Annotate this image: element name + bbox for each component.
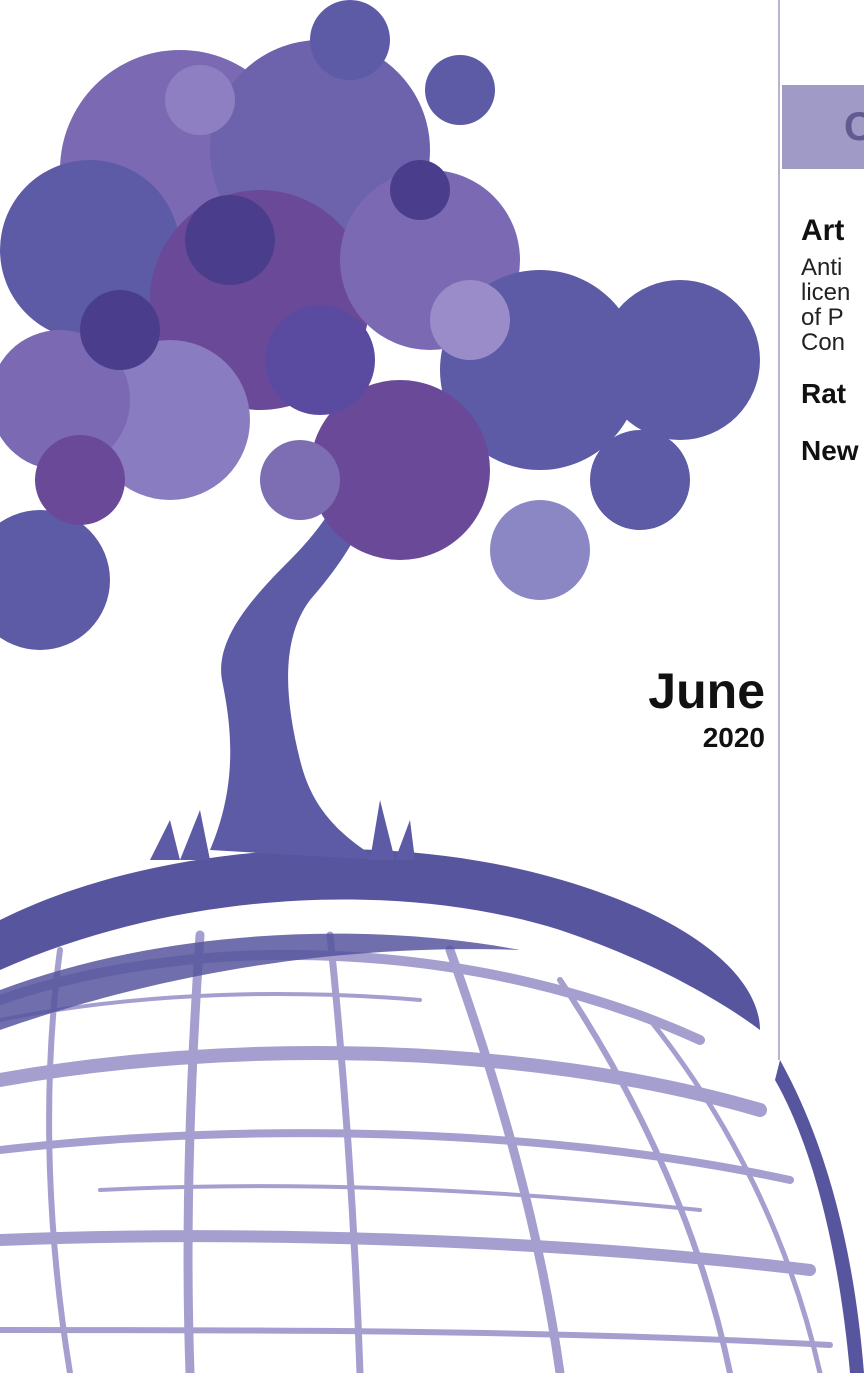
contents-heading: C	[844, 105, 864, 149]
column-divider	[778, 0, 780, 1060]
issue-month: June	[648, 663, 765, 719]
toc-item[interactable]: Art Anti licen of P Con	[801, 214, 864, 355]
toc-desc-line: of P	[801, 304, 844, 331]
toc-item-description: Anti licen of P Con	[801, 255, 864, 355]
tree-trunk	[150, 470, 415, 860]
toc-desc-line: Anti	[801, 254, 843, 281]
issue-year: 2020	[702, 722, 765, 753]
tree-foliage	[0, 0, 760, 650]
toc-item[interactable]: New	[801, 435, 859, 466]
toc-item-title: Art	[801, 214, 845, 247]
globe-grid	[0, 930, 833, 1373]
contents-heading-bar: C	[782, 85, 864, 169]
toc-desc-line: licen	[801, 279, 851, 306]
toc-desc-line: Con	[801, 329, 846, 356]
table-of-contents: Art Anti licen of P Con Rat New	[801, 214, 864, 467]
globe-horizon	[0, 849, 864, 1373]
toc-item[interactable]: Rat	[801, 378, 847, 409]
